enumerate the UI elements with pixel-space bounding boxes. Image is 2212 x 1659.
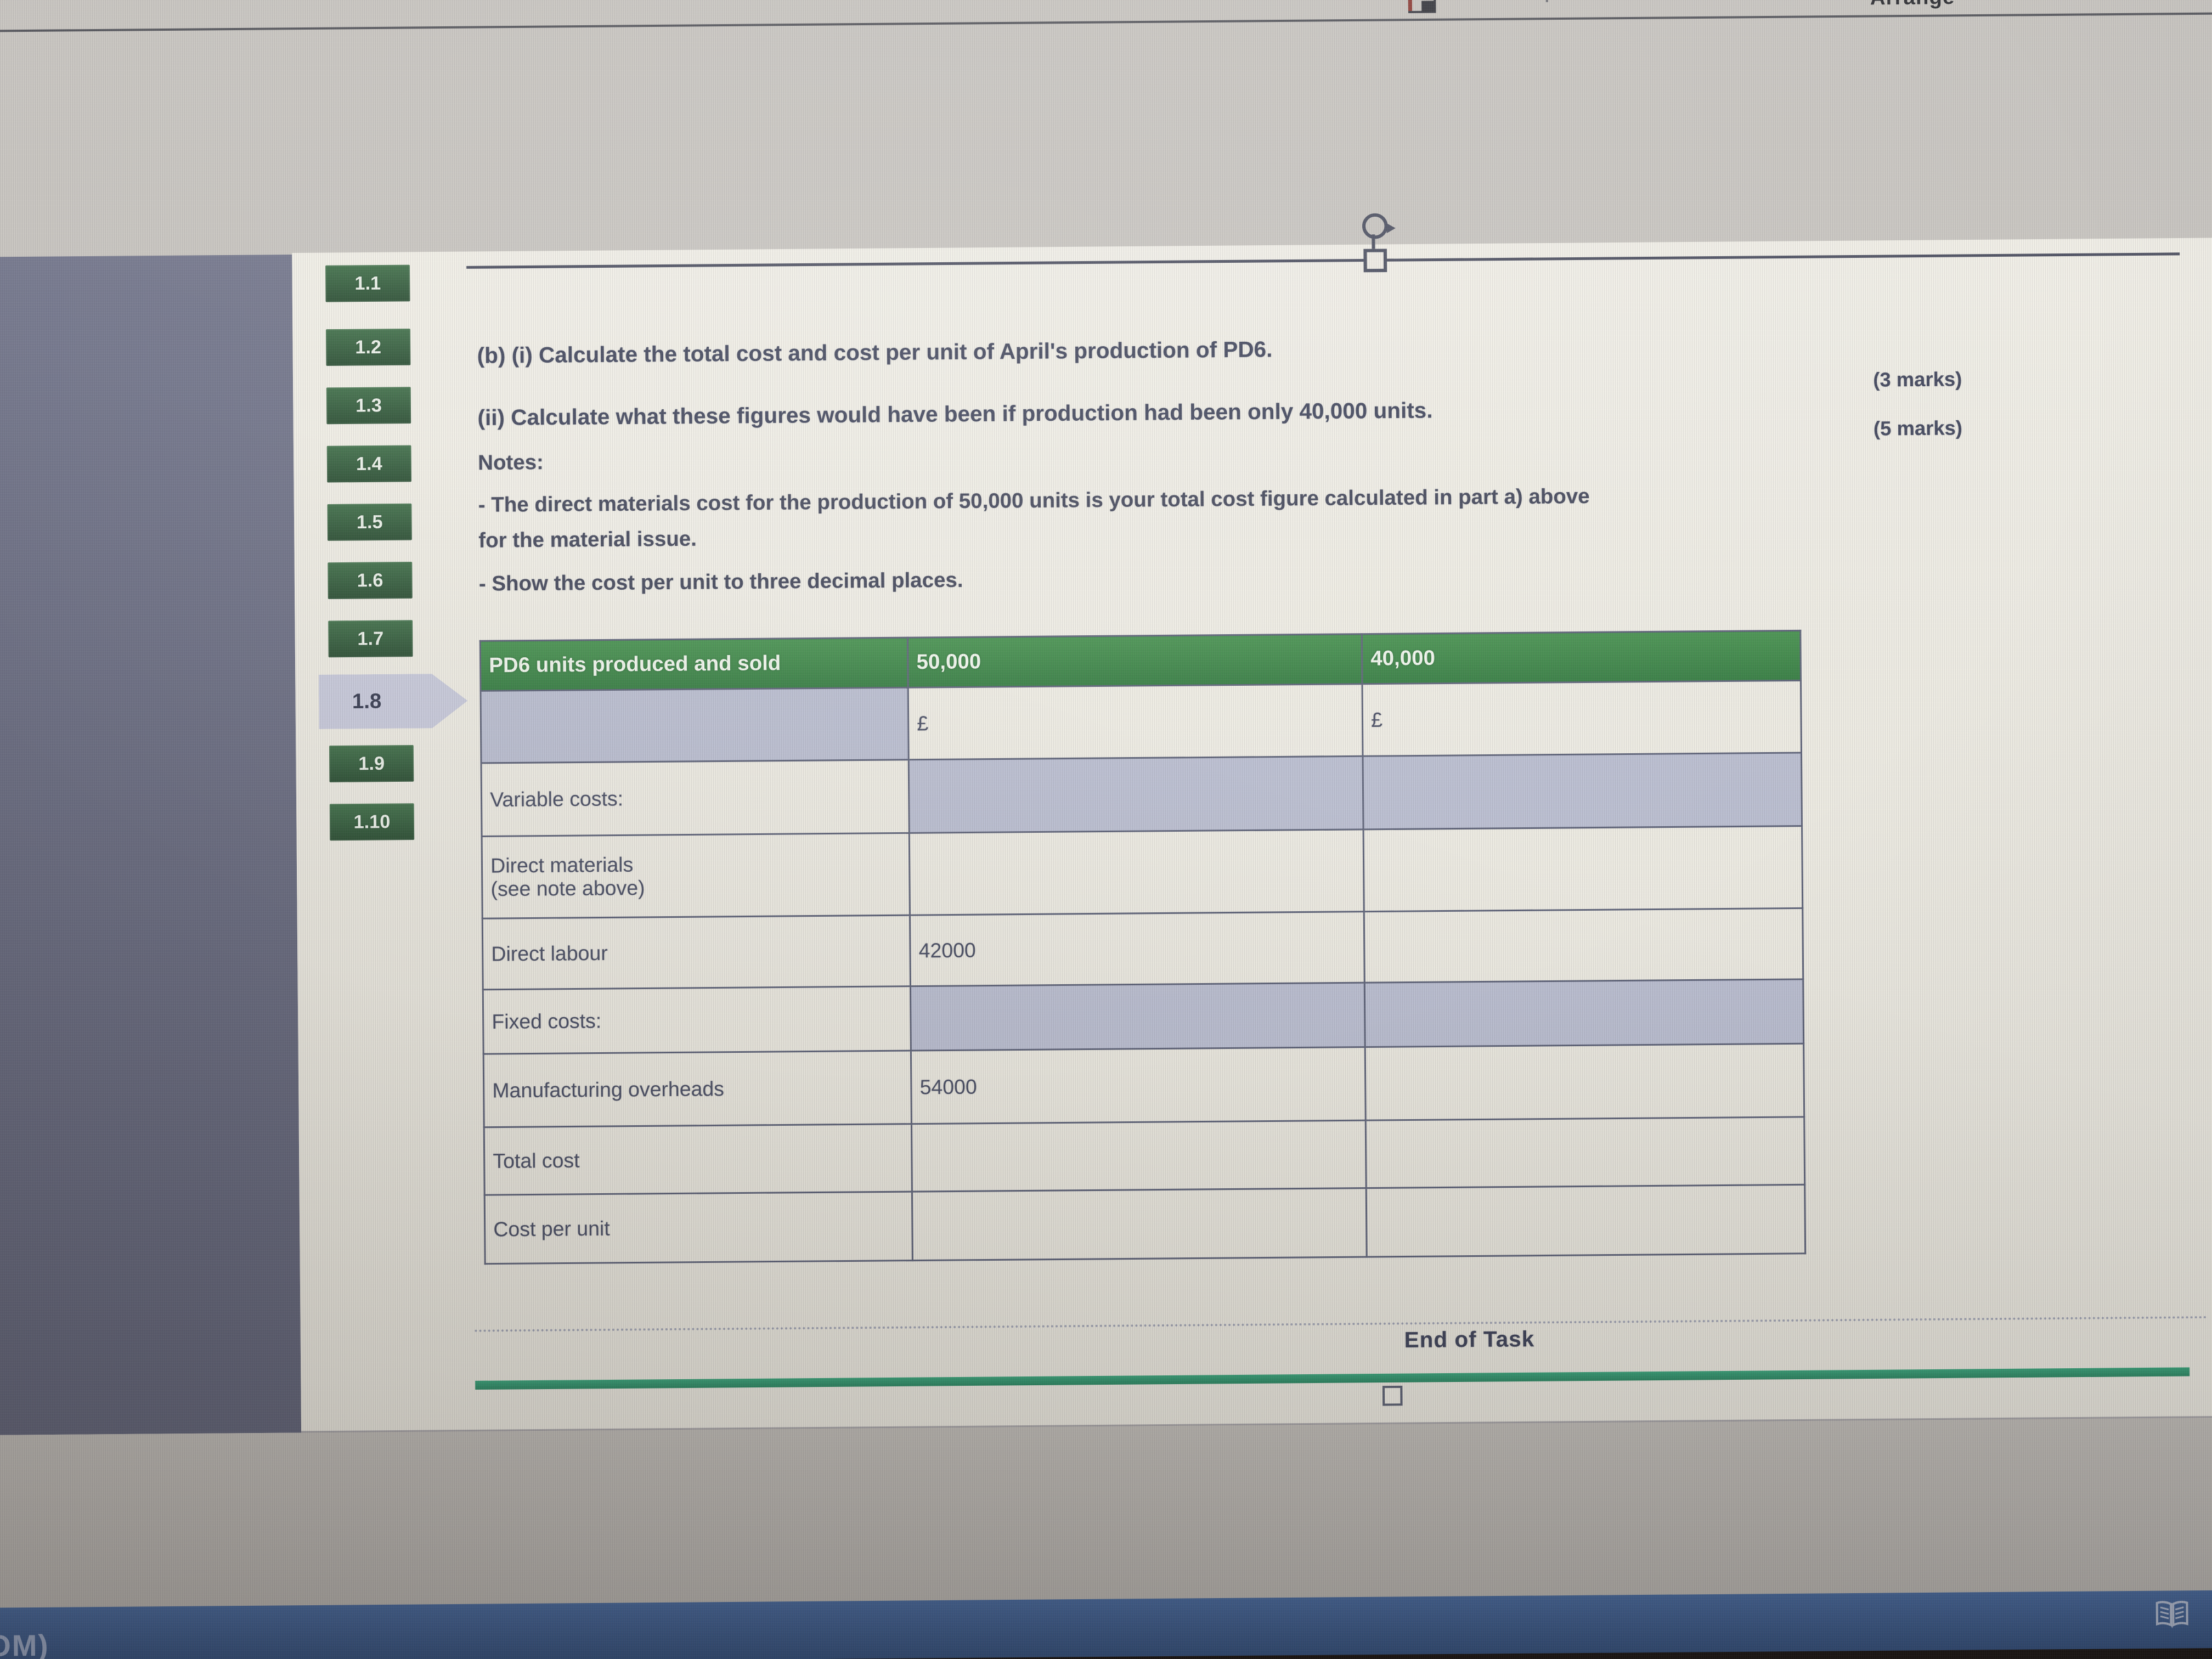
icon-red-accent — [1408, 0, 1413, 11]
col-header-label: PD6 units produced and sold — [480, 637, 909, 691]
shaded-cell — [1364, 979, 1804, 1047]
input-manufacturing-overheads-50000[interactable]: 54000 — [911, 1047, 1366, 1124]
input-manufacturing-overheads-40000[interactable] — [1365, 1043, 1804, 1121]
note-2: - Show the cost per unit to three decima… — [478, 568, 963, 596]
row-label-manufacturing-overheads: Manufacturing overheads — [483, 1051, 912, 1127]
rotate-handle-stem — [1372, 234, 1375, 250]
row-label-cost-per-unit: Cost per unit — [484, 1192, 913, 1264]
input-cost-per-unit-50000[interactable] — [912, 1188, 1367, 1261]
line-handle[interactable] — [1382, 1385, 1403, 1406]
rotate-handle-arrow — [1386, 223, 1396, 234]
table-row: Total cost — [484, 1116, 1805, 1195]
marks-b-ii: (5 marks) — [1873, 416, 1963, 440]
icon-fill — [1421, 1, 1435, 12]
table-row: Cost per unit — [484, 1184, 1805, 1264]
marks-b-i: (3 marks) — [1873, 367, 1962, 391]
taskbar-partial-text: OM) — [0, 1629, 49, 1659]
row-label-fixed-costs: Fixed costs: — [483, 986, 911, 1054]
shaded-cell — [909, 756, 1364, 833]
sidebar-item-1-7[interactable]: 1.7 — [328, 620, 413, 658]
col-header-50000: 50,000 — [907, 634, 1362, 688]
input-total-cost-40000[interactable] — [1365, 1116, 1805, 1188]
input-direct-labour-40000[interactable] — [1364, 908, 1803, 983]
input-direct-materials-50000[interactable] — [909, 829, 1364, 916]
table-row: Variable costs: — [481, 752, 1802, 837]
insert-picture-icon[interactable] — [1408, 0, 1436, 14]
direct-materials-label: Direct materials — [490, 853, 634, 877]
sidebar-item-1-2[interactable]: 1.2 — [326, 328, 411, 366]
input-total-cost-50000[interactable] — [911, 1120, 1367, 1192]
window-left-band — [0, 255, 302, 1435]
sidebar-item-1-1[interactable]: 1.1 — [325, 264, 410, 302]
table-row: Direct materials (see note above) — [482, 826, 1803, 919]
row-label-total-cost: Total cost — [484, 1124, 912, 1195]
row-label-direct-labour: Direct labour — [482, 915, 911, 990]
lower-gray-strip — [0, 1417, 2212, 1610]
note-1-cont: for the material issue. — [478, 527, 697, 552]
input-direct-materials-40000[interactable] — [1363, 826, 1803, 912]
table-row: Direct labour 42000 — [482, 908, 1803, 990]
toolbar-rule — [0, 12, 2212, 32]
col-header-40000: 40,000 — [1362, 630, 1801, 684]
sidebar-item-1-5[interactable]: 1.5 — [327, 503, 412, 541]
blank-shaded-cell — [480, 687, 909, 763]
shaded-cell — [1363, 752, 1802, 830]
sidebar-item-1-4[interactable]: 1.4 — [326, 445, 412, 483]
shaded-cell — [910, 983, 1365, 1051]
sidebar-item-1-3[interactable]: 1.3 — [326, 387, 411, 425]
notes-title: Notes: — [478, 450, 544, 475]
table-row: Manufacturing overheads 54000 — [483, 1043, 1804, 1127]
table-row: Fixed costs: — [483, 979, 1804, 1054]
end-of-task-label: End of Task — [1404, 1327, 1535, 1353]
row-label-direct-materials: Direct materials (see note above) — [482, 833, 910, 919]
currency-50000: £ — [908, 684, 1363, 760]
see-note-label: (see note above) — [490, 876, 645, 900]
toolbar-divider — [1545, 0, 1548, 2]
sidebar-item-1-6[interactable]: 1.6 — [328, 562, 413, 600]
currency-row: £ £ — [480, 680, 1802, 763]
currency-40000: £ — [1362, 680, 1802, 757]
sidebar-item-1-10[interactable]: 1.10 — [329, 803, 415, 841]
cost-table: PD6 units produced and sold 50,000 40,00… — [479, 630, 1806, 1265]
line-midpoint-handle[interactable] — [1363, 249, 1387, 273]
sidebar-item-1-9[interactable]: 1.9 — [329, 744, 414, 782]
row-label-variable-costs: Variable costs: — [481, 759, 910, 837]
book-icon[interactable] — [2155, 1599, 2190, 1630]
input-cost-per-unit-40000[interactable] — [1366, 1184, 1805, 1257]
input-direct-labour-50000[interactable]: 42000 — [910, 911, 1365, 986]
arrange-menu[interactable]: Arrange — [1870, 0, 1955, 10]
